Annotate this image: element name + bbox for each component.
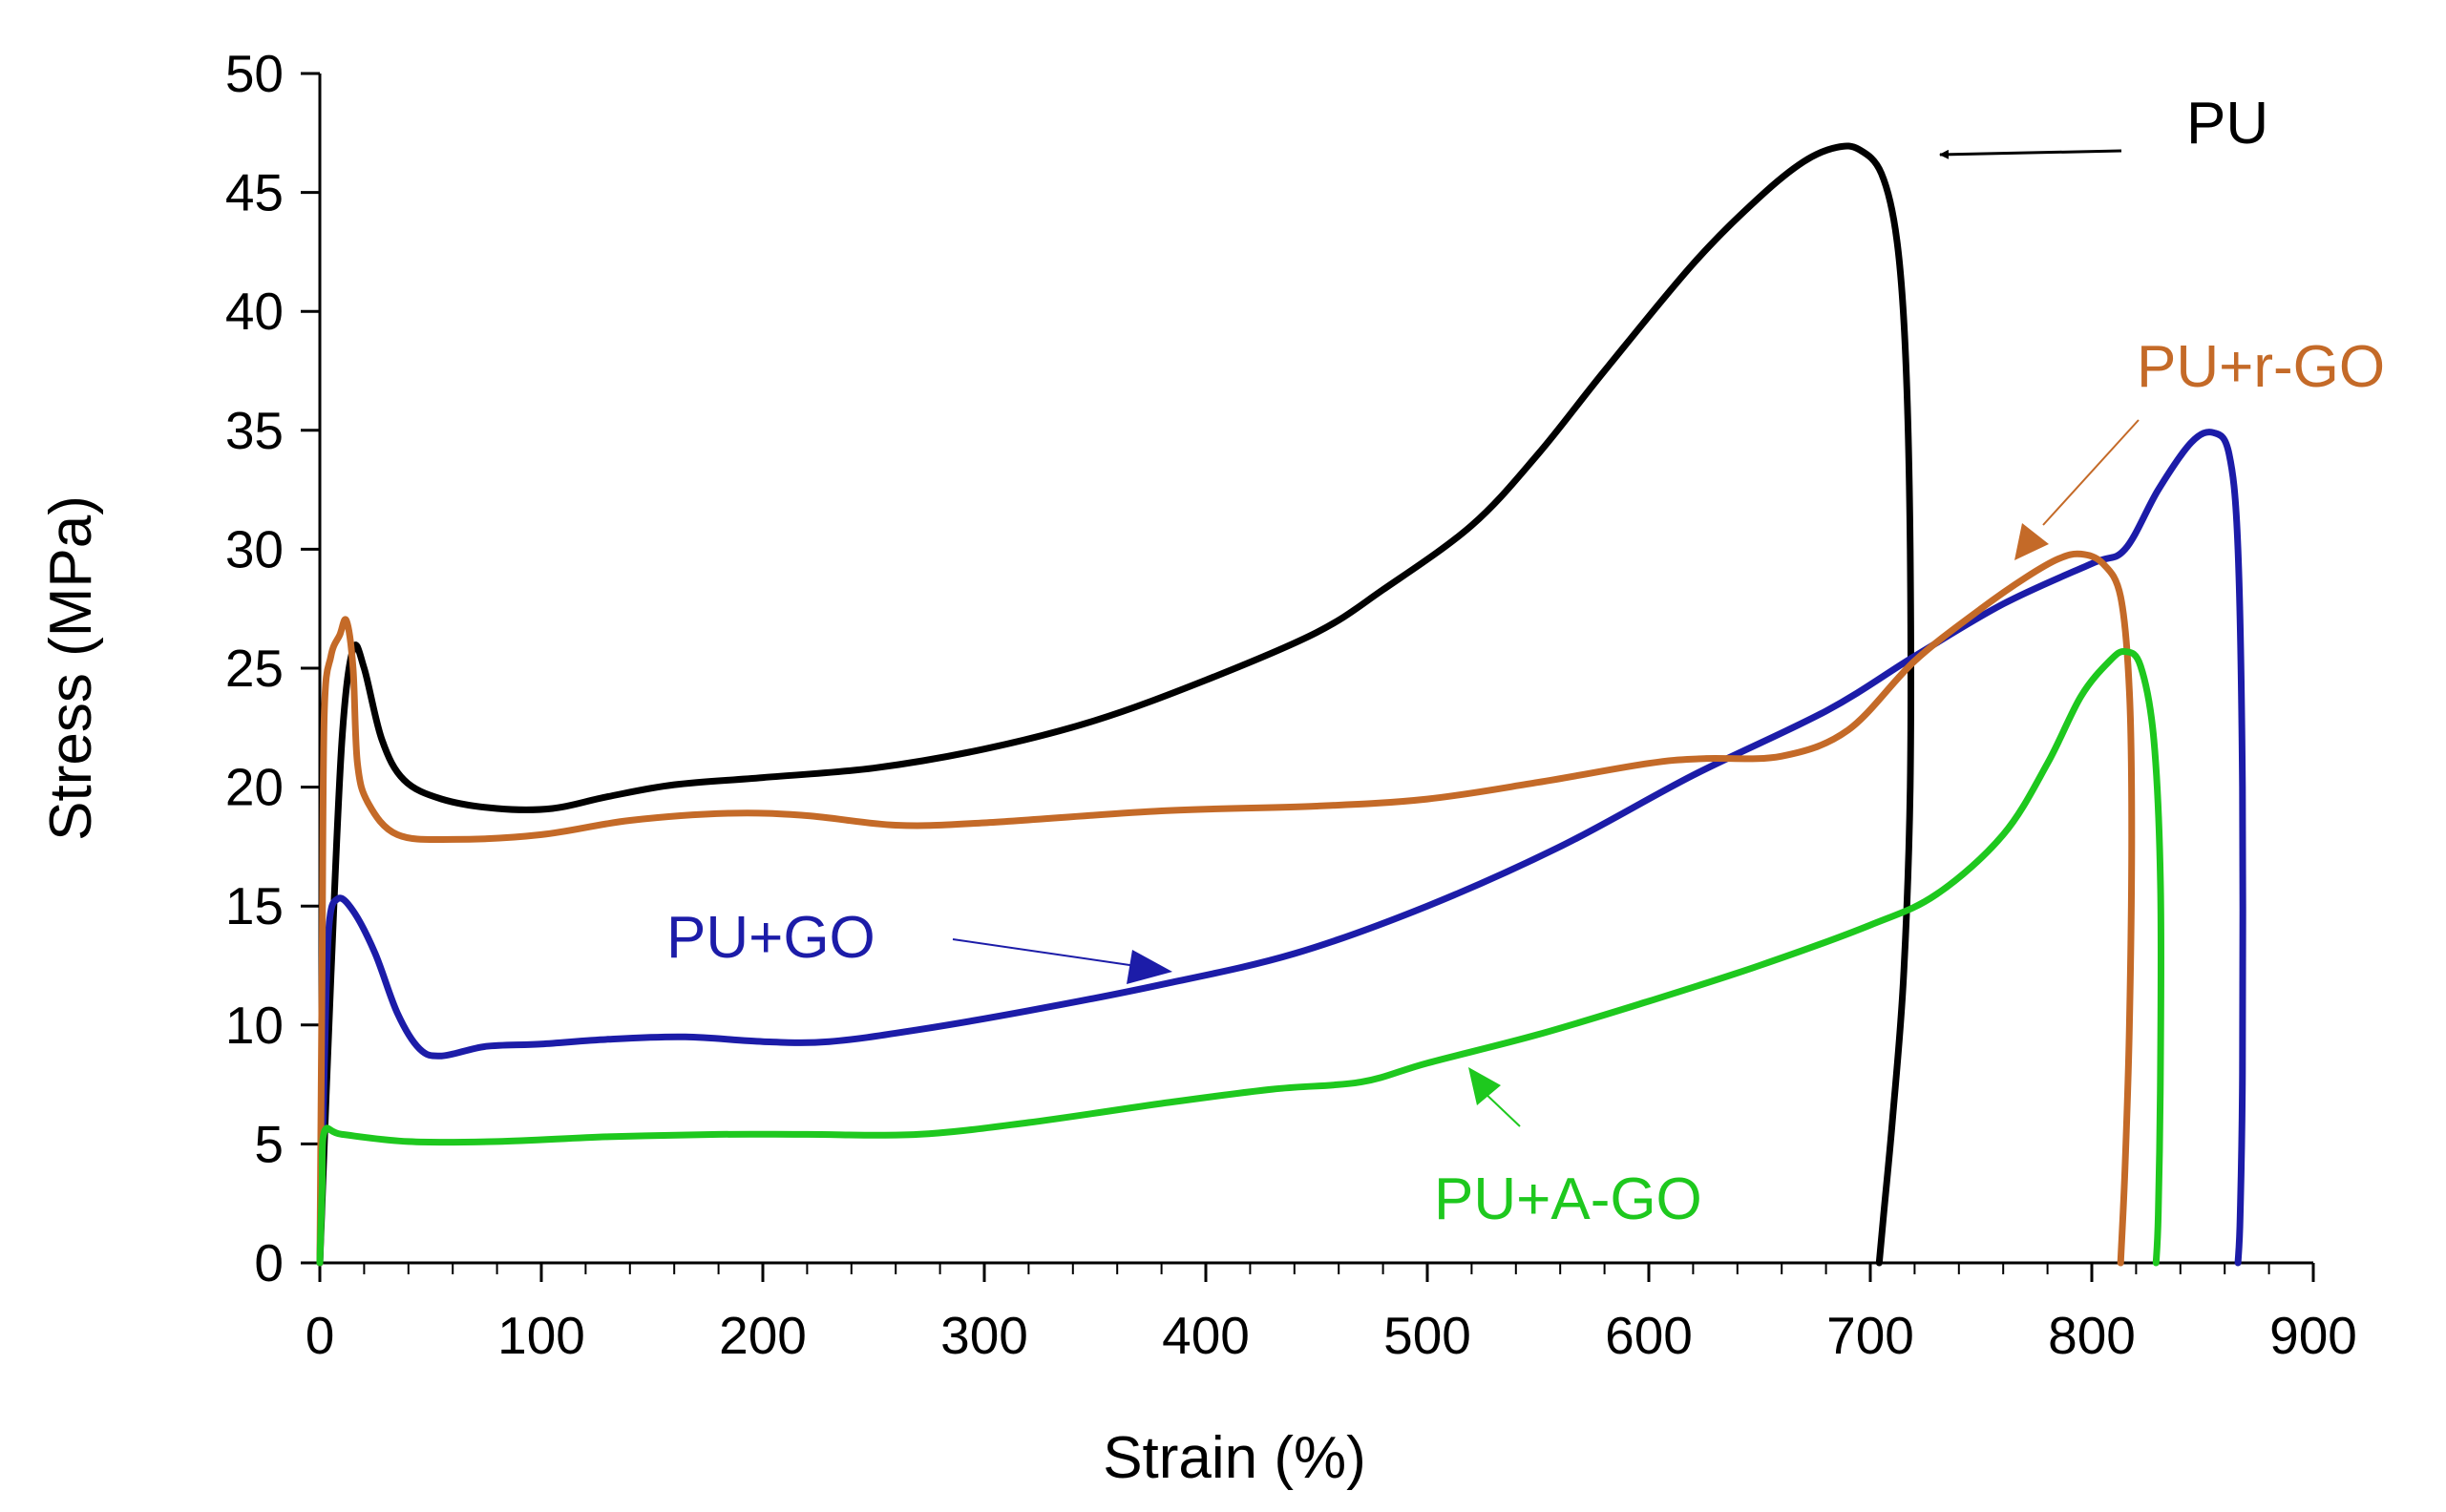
x-ticks: 0 100 200 300 400 500 600 700 800 900 <box>306 1263 2357 1365</box>
pu-a-go-arrowhead <box>1468 1067 1501 1105</box>
x-tick-label: 900 <box>2269 1306 2357 1365</box>
series-line-pu <box>316 142 1914 1267</box>
y-tick-label: 0 <box>254 1233 284 1292</box>
y-tick-label: 50 <box>225 44 284 103</box>
x-tick-label: 700 <box>1826 1306 1914 1365</box>
x-tick-label: 500 <box>1383 1306 1471 1365</box>
pu-rgo-label: PU+r-GO <box>2137 334 2385 400</box>
x-tick-label: 400 <box>1162 1306 1250 1365</box>
y-tick-label: 30 <box>225 519 284 578</box>
y-tick-label: 45 <box>225 163 284 222</box>
y-tick-label: 5 <box>254 1114 284 1173</box>
x-tick-label: 800 <box>2048 1306 2136 1365</box>
series-line-pu-r-go <box>316 550 2136 1267</box>
pu-label: PU <box>2186 91 2268 157</box>
y-tick-label: 40 <box>225 282 284 341</box>
x-tick-label: 100 <box>497 1306 585 1365</box>
series-group <box>316 142 2246 1267</box>
pu-pointer-arrow <box>1939 149 2122 159</box>
series-line-pu-a-go <box>316 647 2165 1267</box>
x-tick-label: 200 <box>719 1306 807 1365</box>
pu-a-go-label: PU+A-GO <box>1434 1166 1702 1232</box>
y-axis-title: Stress (MPa) <box>38 495 104 841</box>
x-tick-label: 0 <box>306 1306 335 1365</box>
pu-go-label: PU+GO <box>666 905 875 971</box>
annotations: PU PU+r-GO PU+GO PU+A-GO <box>666 91 2385 1232</box>
series-line-pu-go <box>316 429 2246 1267</box>
pu-rgo-pointer-line <box>2042 419 2140 526</box>
y-tick-label: 15 <box>225 876 284 935</box>
y-tick-label: 25 <box>225 639 284 698</box>
x-tick-label: 300 <box>940 1306 1028 1365</box>
y-tick-label: 10 <box>225 996 284 1055</box>
x-tick-label: 600 <box>1605 1306 1693 1365</box>
pu-go-pointer-line <box>952 938 1137 967</box>
y-tick-label: 35 <box>225 401 284 460</box>
y-tick-label: 20 <box>225 758 284 817</box>
y-ticks: 0 5 10 15 20 25 30 35 40 45 50 <box>225 44 320 1292</box>
pu-rgo-arrowhead <box>2014 523 2049 560</box>
pu-go-arrowhead <box>1127 950 1172 984</box>
pu-a-go-pointer-line <box>1481 1089 1521 1127</box>
x-axis-title: Strain (%) <box>1103 1425 1366 1491</box>
